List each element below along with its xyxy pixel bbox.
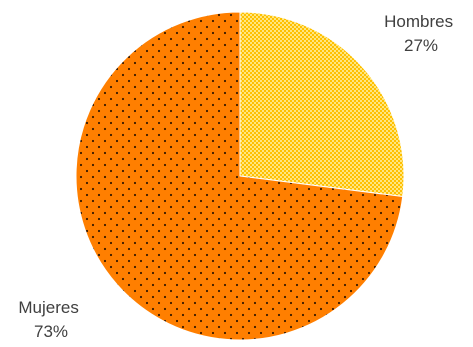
slice-category-hombres: Hombres xyxy=(384,12,453,31)
slice-label-mujeres: Mujeres 73% xyxy=(18,298,83,341)
slice-percent-hombres: 27% xyxy=(404,36,438,55)
slice-percent-mujeres: 73% xyxy=(34,322,68,341)
pie-slice-hombres xyxy=(239,11,405,198)
pie-labels: Hombres 27% Mujeres 73% xyxy=(18,12,458,341)
pie-slices xyxy=(75,11,405,341)
slice-label-hombres: Hombres 27% xyxy=(384,12,458,55)
slice-category-mujeres: Mujeres xyxy=(18,298,78,317)
pie-slice-mujeres xyxy=(75,11,404,341)
